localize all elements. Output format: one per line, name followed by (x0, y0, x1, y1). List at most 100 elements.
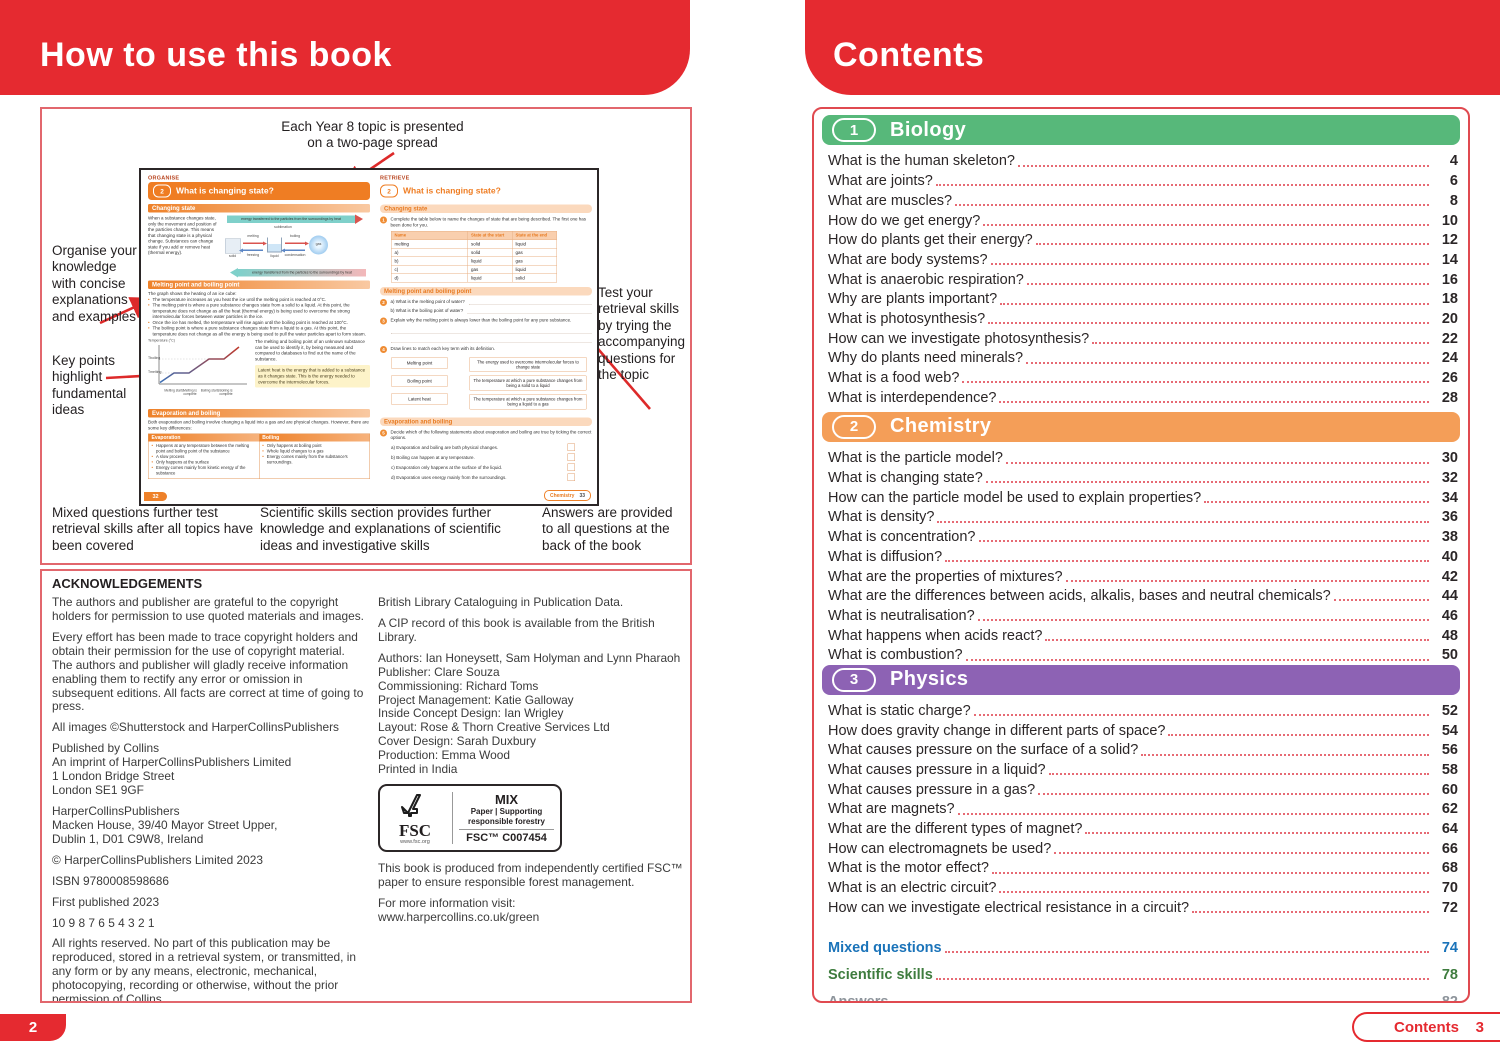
toc-entry-label: How can we investigate photosynthesis? (828, 330, 1090, 347)
section-bar-biology: 1 Biology (822, 115, 1460, 145)
toc-entry: What happens when acids react? 48 (828, 624, 1458, 644)
dotted-leader (935, 978, 1429, 981)
toc-entry: What is changing state? 32 (828, 467, 1458, 487)
toc-entry-page: 26 (1441, 370, 1458, 387)
toc-entry-page: 58 (1441, 762, 1458, 779)
annotation-bottom: Mixed questions further test retrieval s… (52, 505, 254, 553)
toc-entry-page: 4 (1449, 153, 1458, 170)
fsc-logo: FSC www.fsc.org MIX Paper | Supporting r… (378, 784, 562, 853)
special-entries: Mixed questions 74 Scientific skills 78 … (814, 924, 1468, 1003)
toc-entry-page: 72 (1441, 899, 1458, 916)
dotted-leader (937, 520, 1429, 523)
table-cell: a) (394, 250, 399, 256)
toc-entry: What are the properties of mixtures? 42 (828, 565, 1458, 585)
bottom-annotations: Mixed questions further test retrieval s… (42, 505, 694, 563)
toc-entry-label: What causes pressure in a liquid? (828, 762, 1046, 779)
toc-entry-label: What are the properties of mixtures? (828, 568, 1063, 585)
question-text: Explain why the melting point is always … (390, 317, 572, 323)
table-row: c) gas liquid (391, 265, 557, 274)
table-row: a) solid gas (391, 248, 557, 257)
mini-footer-section: Chemistry (549, 492, 575, 499)
table-bullet: Energy comes mainly from kinetic energy … (152, 465, 256, 476)
dotted-leader (1085, 832, 1429, 835)
section-title-physics: Physics (890, 668, 969, 690)
footer-contents-label: Contents (1394, 1018, 1459, 1036)
table-row: b) liquid gas (391, 256, 557, 266)
toc-entry: What is an electric circuit? 70 (828, 877, 1458, 897)
toc-entry: What are the different types of magnet? … (828, 818, 1458, 838)
mini-right-page-footer: Chemistry 33 (543, 490, 591, 501)
table-cell: solid (467, 240, 513, 249)
left-page-number-tab: 2 (0, 1014, 66, 1041)
acknowledgements-heading: ACKNOWLEDGEMENTS (52, 576, 203, 591)
mini-topic-title: What is changing state? (403, 186, 501, 196)
table-cell: c) (394, 267, 399, 273)
dotted-leader (983, 223, 1429, 226)
table-cell: liquid (512, 240, 557, 249)
toc-entry: What is interdependence? 28 (828, 386, 1458, 406)
section-title-chemistry: Chemistry (890, 415, 992, 438)
dotted-leader (999, 400, 1429, 403)
toc-entry: What are body systems? 14 (828, 248, 1458, 268)
toc-entry-label: What is a food web? (828, 370, 960, 387)
mini-section-bar: Evaporation and boiling (380, 417, 592, 426)
toc-entry-label: What are the differences between acids, … (828, 588, 1331, 605)
acknowledgement-paragraph: Authors: Ian Honeysett, Sam Holyman and … (378, 650, 681, 777)
publication-data: British Library Cataloguing in Publicati… (378, 595, 684, 777)
page-title-left: How to use this book (40, 36, 392, 74)
statement-text: a) Evaporation and boiling are both phys… (391, 444, 499, 450)
toc-entry-page: 52 (1441, 702, 1458, 719)
question-number: 3 (380, 317, 387, 325)
mini-section-bar: Melting point and boiling point (148, 280, 370, 289)
toc-entry-label: Answers (828, 993, 889, 1003)
section-bar-chemistry: 2 Chemistry (822, 411, 1460, 442)
right-page-header: Contents (805, 0, 1500, 95)
toc-entry-page: 82 (1441, 993, 1458, 1003)
dotted-leader (1192, 911, 1429, 914)
toc-entry: How do we get energy? 10 (828, 209, 1458, 229)
toc-entry: Why do plants need minerals? 24 (828, 347, 1458, 367)
toc-entry-label: What are joints? (828, 173, 933, 190)
toc-entry: What are the differences between acids, … (828, 585, 1458, 605)
question-number: 2 (380, 299, 387, 307)
melting-label: melting (247, 234, 259, 239)
toc-entry-page: 50 (1441, 647, 1458, 664)
toc-entry-page: 74 (1441, 939, 1458, 956)
definition-box: The temperature at which a pure substanc… (469, 394, 587, 410)
table-cell: gas (512, 257, 557, 266)
toc-entry: What is static charge? 52 (828, 700, 1458, 720)
toc-entry-label: What is the particle model? (828, 450, 1003, 467)
mini-footer-page: 33 (579, 492, 585, 499)
table-row: melting solid liquid (391, 239, 557, 249)
toc-entry: What is the motor effect? 68 (828, 857, 1458, 877)
answer-line (391, 336, 592, 343)
dotted-leader (1035, 243, 1429, 246)
section-number-chip: 1 (832, 118, 876, 142)
freezing-label: freezing (246, 253, 260, 258)
dotted-leader (1204, 501, 1429, 503)
dotted-leader (1026, 361, 1429, 364)
dotted-leader (957, 812, 1429, 815)
toc-entry-label: What is photosynthesis? (828, 310, 986, 327)
annotation-two-page-spread: Each Year 8 topic is presented on a two-… (281, 119, 464, 151)
gas-label: gas (315, 242, 322, 247)
solid-label: solid (228, 254, 237, 259)
question-text: Complete the table below to name the cha… (390, 216, 587, 228)
key-term-box: Boiling point (391, 374, 448, 387)
toc-entry-page: 66 (1441, 840, 1458, 857)
toc-entry-page: 24 (1441, 350, 1458, 367)
mini-spread: ORGANISE 2 What is changing state? Chang… (139, 168, 599, 506)
toc-entry-label: How do we get energy? (828, 212, 981, 229)
table-cell-list: Only happens at boiling pointWhole liqui… (259, 442, 369, 468)
annotation-key-points: Key points highlight fundamental ideas (52, 353, 127, 418)
toc-entry: What causes pressure in a liquid? 58 (828, 759, 1458, 779)
section-number-chip: 3 (832, 667, 876, 692)
table-cell: b) (394, 258, 399, 264)
acknowledgement-paragraph: 10 9 8 7 6 5 4 3 2 1 (52, 915, 155, 930)
table-cell: gas (467, 265, 513, 274)
toc-entry-label: What is combustion? (828, 647, 963, 664)
section-title-biology: Biology (890, 118, 967, 141)
toc-entry-label: How can the particle model be used to ex… (828, 489, 1202, 506)
boiling-label: boiling (289, 234, 301, 239)
table-bullet: Happens at any temperature between the m… (152, 443, 256, 454)
